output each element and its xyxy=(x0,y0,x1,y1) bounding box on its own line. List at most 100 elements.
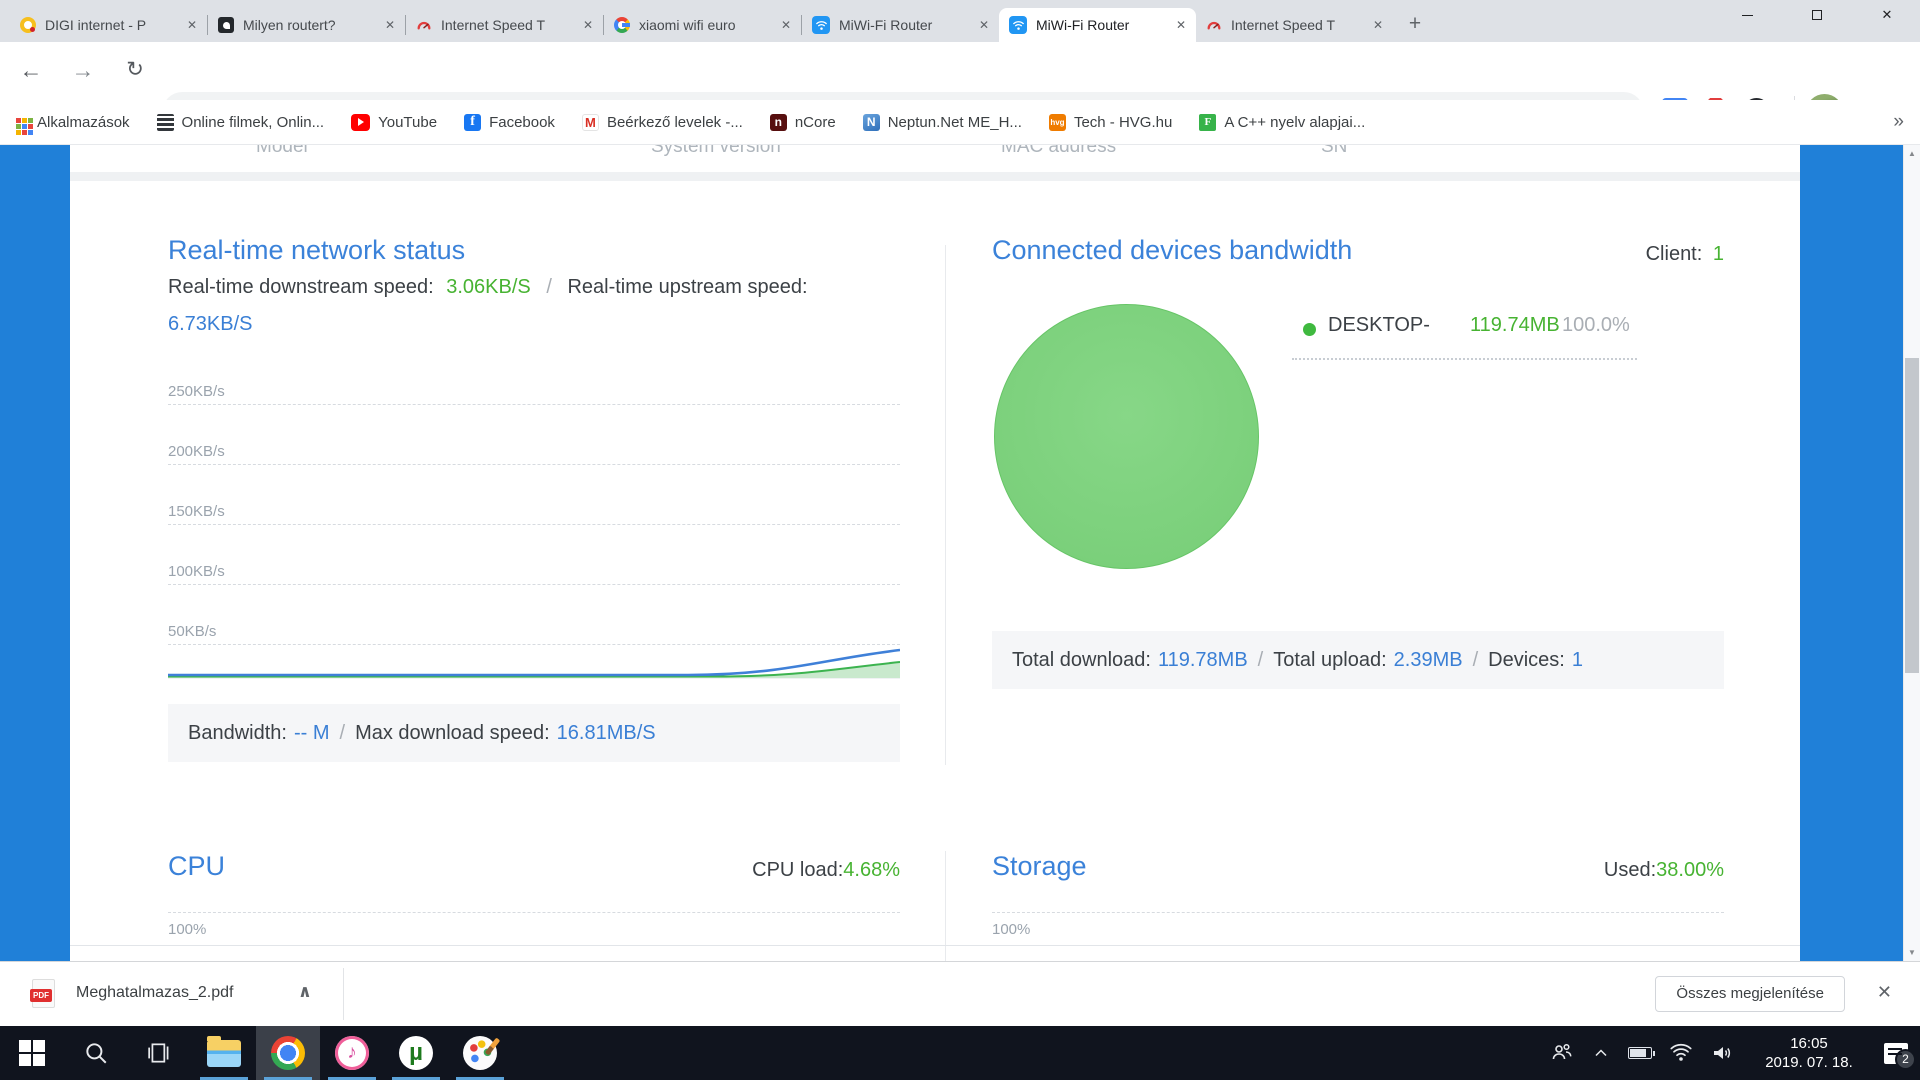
download-options-caret-icon[interactable]: ∧ xyxy=(298,982,312,1001)
tab-miwifi-1[interactable]: MiWi-Fi Router ✕ xyxy=(802,8,999,42)
tab-title: xiaomi wifi euro xyxy=(639,17,736,33)
tab-speedtest-2[interactable]: Internet Speed T ✕ xyxy=(1196,8,1393,42)
bookmark-label: Neptun.Net ME_H... xyxy=(887,113,1022,131)
max-download-label: Max download speed: xyxy=(355,721,550,744)
bookmark-apps[interactable]: Alkalmazások xyxy=(16,114,130,131)
slash-separator: / xyxy=(1472,648,1479,671)
tab-title: Internet Speed T xyxy=(441,17,546,33)
wifi-tray-icon[interactable] xyxy=(1669,1041,1693,1065)
bookmark-label: nCore xyxy=(794,113,836,131)
show-all-downloads-button[interactable]: Összes megjelenítése xyxy=(1655,976,1845,1012)
action-center-icon[interactable]: 2 xyxy=(1884,1042,1916,1070)
y-tick-label: 150KB/s xyxy=(168,503,225,520)
clock-date: 2019. 07. 18. xyxy=(1765,1054,1853,1071)
tab-close-icon[interactable]: ✕ xyxy=(780,18,792,32)
taskbar-paint[interactable] xyxy=(448,1026,512,1080)
tab-close-icon[interactable]: ✕ xyxy=(978,18,990,32)
bookmark-youtube[interactable]: YouTube xyxy=(351,113,437,131)
storage-y-tick: 100% xyxy=(992,921,1031,938)
y-tick-row: 150KB/s xyxy=(168,499,900,526)
client-label: Client: xyxy=(1645,243,1703,265)
taskbar-file-explorer[interactable] xyxy=(192,1026,256,1080)
miwifi-content-card: Model System version MAC address SN Real… xyxy=(70,145,1800,961)
tab-separator xyxy=(801,15,802,35)
battery-icon[interactable] xyxy=(1628,1047,1655,1059)
hvg-icon: hvg xyxy=(1048,113,1066,131)
tray-overflow-chevron-icon[interactable] xyxy=(1591,1043,1611,1063)
scrollbar-thumb[interactable] xyxy=(1905,358,1919,673)
tab-miwifi-active[interactable]: MiWi-Fi Router ✕ xyxy=(999,8,1196,42)
upstream-value: 6.73KB/S xyxy=(168,313,253,335)
bookmark-label: A C++ nyelv alapjai... xyxy=(1224,113,1366,131)
gridline xyxy=(168,524,900,525)
window-minimize-button[interactable] xyxy=(1724,0,1770,30)
file-explorer-icon xyxy=(207,1035,241,1067)
window-close-button[interactable]: ✕ xyxy=(1881,7,1893,22)
back-button[interactable]: ← xyxy=(19,57,43,83)
bookmark-online-filmek[interactable]: Online filmek, Onlin... xyxy=(156,113,324,131)
gridline xyxy=(168,464,900,465)
start-button[interactable] xyxy=(0,1026,64,1080)
download-bar-close-icon[interactable]: ✕ xyxy=(1876,982,1892,1002)
gmail-icon: M xyxy=(581,113,599,131)
taskbar-clock[interactable]: 16:05 2019. 07. 18. xyxy=(1751,1034,1867,1072)
tab-title: Milyen routert? xyxy=(243,17,336,33)
forward-button[interactable]: → xyxy=(71,57,95,83)
new-tab-button[interactable]: + xyxy=(1408,12,1422,35)
bandwidth-value: -- M xyxy=(293,721,330,744)
scroll-up-arrow[interactable]: ▲ xyxy=(1908,149,1916,158)
tab-google-search[interactable]: xiaomi wifi euro ✕ xyxy=(604,8,801,42)
cpu-load-value: 4.68% xyxy=(843,859,900,881)
film-icon xyxy=(156,113,174,131)
bookmark-ncore[interactable]: n nCore xyxy=(769,113,836,131)
tab-close-icon[interactable]: ✕ xyxy=(384,18,396,32)
search-icon xyxy=(86,1043,107,1064)
bookmark-facebook[interactable]: f Facebook xyxy=(464,113,555,131)
taskbar-utorrent[interactable]: µ xyxy=(384,1026,448,1080)
youtube-icon xyxy=(351,113,371,131)
task-view-button[interactable] xyxy=(128,1026,192,1080)
network-status-title: Real-time network status xyxy=(168,235,466,265)
tab-digi[interactable]: DIGI internet - P ✕ xyxy=(10,8,207,42)
legend-color-dot xyxy=(1303,323,1316,336)
tab-separator xyxy=(207,15,208,35)
people-tray-icon[interactable] xyxy=(1550,1041,1574,1065)
volume-icon[interactable] xyxy=(1710,1041,1734,1065)
tab-forum[interactable]: Milyen routert? ✕ xyxy=(208,8,405,42)
taskbar-chrome[interactable] xyxy=(256,1026,320,1080)
scroll-down-arrow[interactable]: ▼ xyxy=(1908,948,1916,957)
tab-close-icon[interactable]: ✕ xyxy=(186,18,198,32)
header-col-sn: SN xyxy=(1321,145,1348,157)
taskbar-search-button[interactable] xyxy=(64,1026,128,1080)
tab-title: Internet Speed T xyxy=(1231,17,1336,33)
window-maximize-button[interactable] xyxy=(1794,0,1840,30)
tab-close-icon[interactable]: ✕ xyxy=(1372,18,1384,32)
maximize-icon xyxy=(1812,10,1822,20)
bookmarks-overflow-icon[interactable]: » xyxy=(1893,111,1904,132)
total-upload-label: Total upload: xyxy=(1273,648,1387,671)
page-scrollbar[interactable]: ▲ ▼ xyxy=(1903,145,1920,961)
tab-close-icon[interactable]: ✕ xyxy=(1175,18,1187,32)
downstream-value: 3.06KB/S xyxy=(446,276,531,298)
bookmark-neptun[interactable]: N Neptun.Net ME_H... xyxy=(862,113,1022,131)
slash-separator: / xyxy=(339,721,346,744)
tab-speedtest-1[interactable]: Internet Speed T ✕ xyxy=(406,8,603,42)
tab-close-icon[interactable]: ✕ xyxy=(582,18,594,32)
downloaded-file-name[interactable]: Meghatalmazas_2.pdf xyxy=(76,984,234,1001)
router-info-header-row: Model System version MAC address SN xyxy=(70,145,1800,172)
legend-device-name[interactable]: DESKTOP- xyxy=(1328,314,1430,336)
bookmark-hvg[interactable]: hvg Tech - HVG.hu xyxy=(1048,113,1172,131)
header-col-system-version: System version xyxy=(651,145,781,157)
taskbar-itunes[interactable]: ♪ xyxy=(320,1026,384,1080)
bookmark-gmail[interactable]: M Beérkező levelek -... xyxy=(581,113,743,131)
column-divider xyxy=(945,245,946,765)
y-tick-label: 250KB/s xyxy=(168,383,225,400)
windows-taskbar: ♪ µ 16:05 2019. 07. 1 xyxy=(0,1026,1920,1080)
storage-used-value: 38.00% xyxy=(1656,859,1724,881)
legend-separator xyxy=(1292,358,1637,360)
bookmark-cpp[interactable]: F A C++ nyelv alapjai... xyxy=(1199,113,1366,131)
network-speed-line: Real-time downstream speed: 3.06KB/S / R… xyxy=(168,276,808,299)
reload-button[interactable]: ↻ xyxy=(126,58,144,81)
